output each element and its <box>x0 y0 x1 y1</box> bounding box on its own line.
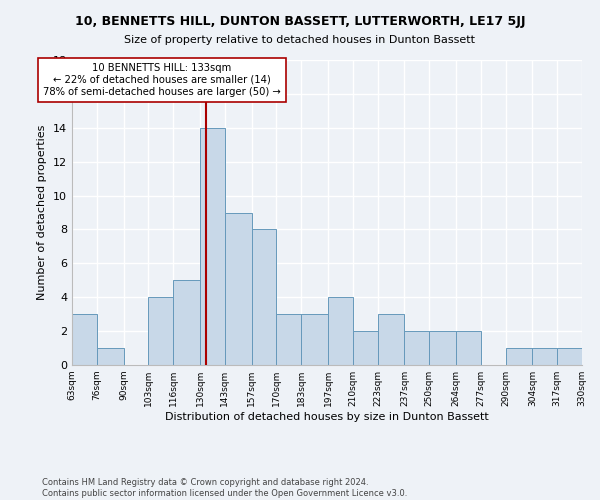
Bar <box>506 348 532 365</box>
Bar <box>557 348 582 365</box>
Bar <box>148 297 173 365</box>
Bar <box>72 314 97 365</box>
Bar <box>353 331 377 365</box>
Text: Contains HM Land Registry data © Crown copyright and database right 2024.
Contai: Contains HM Land Registry data © Crown c… <box>42 478 407 498</box>
Bar <box>532 348 557 365</box>
Bar <box>97 348 124 365</box>
Bar <box>200 128 225 365</box>
Bar <box>377 314 404 365</box>
Bar <box>173 280 200 365</box>
Bar <box>301 314 328 365</box>
Bar <box>429 331 456 365</box>
X-axis label: Distribution of detached houses by size in Dunton Bassett: Distribution of detached houses by size … <box>165 412 489 422</box>
Bar <box>328 297 353 365</box>
Text: 10, BENNETTS HILL, DUNTON BASSETT, LUTTERWORTH, LE17 5JJ: 10, BENNETTS HILL, DUNTON BASSETT, LUTTE… <box>75 15 525 28</box>
Bar <box>225 212 251 365</box>
Text: Size of property relative to detached houses in Dunton Bassett: Size of property relative to detached ho… <box>125 35 476 45</box>
Bar <box>277 314 301 365</box>
Bar <box>456 331 481 365</box>
Bar <box>404 331 429 365</box>
Text: 10 BENNETTS HILL: 133sqm
← 22% of detached houses are smaller (14)
78% of semi-d: 10 BENNETTS HILL: 133sqm ← 22% of detach… <box>43 64 281 96</box>
Bar <box>251 230 277 365</box>
Y-axis label: Number of detached properties: Number of detached properties <box>37 125 47 300</box>
